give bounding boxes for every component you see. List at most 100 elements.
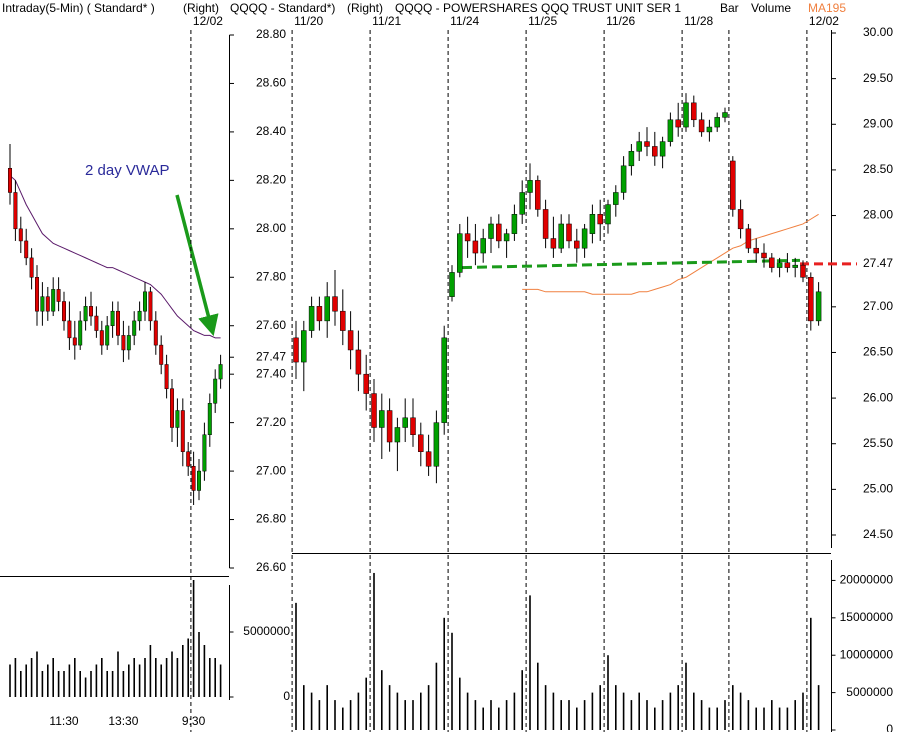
candle-body xyxy=(503,233,510,242)
volume-bar xyxy=(209,658,211,697)
volume-bar xyxy=(786,707,789,730)
volume-tick-label: 10000000 xyxy=(840,647,894,661)
line-series xyxy=(522,213,819,295)
volume-bar xyxy=(747,700,750,730)
candle-body xyxy=(371,393,377,428)
volume-bar xyxy=(622,692,625,730)
volume-bar xyxy=(171,651,173,697)
volume-bar xyxy=(373,572,375,730)
volume-bar xyxy=(101,658,103,697)
y-tick-label: 28.60 xyxy=(256,76,286,90)
candle-body xyxy=(197,470,201,491)
candle-body xyxy=(815,291,822,322)
volume-bar xyxy=(537,662,539,730)
volume-bar xyxy=(365,677,367,730)
volume-bar xyxy=(474,700,477,730)
candle-body xyxy=(449,272,455,297)
candle-body xyxy=(213,378,218,404)
candle-body xyxy=(722,112,728,118)
volume-bar xyxy=(693,692,695,730)
left-title: Intraday(5-Min) ( Standard* ) xyxy=(2,1,155,15)
volume-tick-label: 0 xyxy=(886,722,893,732)
candle-body xyxy=(363,373,369,394)
volume-bar xyxy=(716,707,718,730)
candle-body xyxy=(784,262,791,268)
y-tick-label: 28.80 xyxy=(256,27,286,41)
volume-bar xyxy=(310,692,313,730)
y2-tick-label: 28.00 xyxy=(863,208,893,222)
candle-body xyxy=(761,252,767,259)
candle-body xyxy=(116,310,120,336)
y2-tick-label: 29.50 xyxy=(863,71,893,85)
candle-body xyxy=(659,141,666,157)
candle-body xyxy=(293,337,299,363)
volume-bar xyxy=(732,685,734,730)
volume-bar xyxy=(63,671,65,697)
candle-body xyxy=(706,126,713,133)
legend-entry: Volume xyxy=(751,1,791,15)
candle-body xyxy=(636,141,642,152)
volume-tick-label: 20000000 xyxy=(840,573,894,587)
volume-bar xyxy=(420,692,422,730)
volume-bar xyxy=(47,664,49,697)
candle-body xyxy=(51,289,56,312)
candle-body xyxy=(62,301,66,322)
candle-body xyxy=(379,410,385,428)
symbol: QQQQ - Standard*) xyxy=(230,1,335,15)
volume-bar xyxy=(74,658,76,697)
volume-bar xyxy=(117,651,119,697)
y-tick-label: 28.20 xyxy=(256,173,286,187)
candle-body xyxy=(99,330,104,346)
candle-body xyxy=(67,320,72,339)
volume-bar xyxy=(607,655,609,730)
volume-bar xyxy=(661,700,664,730)
candle-body xyxy=(143,291,147,312)
candle-body xyxy=(386,410,393,443)
volume-bar xyxy=(451,632,453,730)
candle-body xyxy=(425,451,432,467)
volume-bar xyxy=(568,700,570,730)
candle-body xyxy=(581,228,588,249)
candle-body xyxy=(441,337,447,423)
y2-tick-label: 26.00 xyxy=(863,390,893,404)
candle-body xyxy=(355,349,362,375)
volume-bar xyxy=(638,692,640,730)
volume-bar xyxy=(106,671,108,697)
candle-body xyxy=(121,335,126,351)
candle-body xyxy=(776,262,783,268)
candle-body xyxy=(753,247,759,254)
x-tick-label: 9:30 xyxy=(182,714,206,728)
candle-body xyxy=(410,417,416,436)
candle-body xyxy=(89,306,93,317)
y-tick-label: 28.00 xyxy=(256,221,286,235)
volume-bar xyxy=(14,658,17,697)
volume-bar xyxy=(318,700,321,730)
date-label: 11/20 xyxy=(294,14,323,28)
volume-tick-label: 5000000 xyxy=(243,624,290,638)
candle-body xyxy=(35,277,39,312)
axis-note: (Right) xyxy=(347,1,383,15)
volume-bar xyxy=(708,707,711,730)
volume-bar xyxy=(755,707,757,730)
candle-body xyxy=(480,238,486,254)
y2-tick-label: 24.50 xyxy=(863,527,893,541)
candle-body xyxy=(488,223,494,239)
candle-body xyxy=(652,146,658,157)
candle-body xyxy=(83,306,88,322)
volume-bar xyxy=(349,700,352,730)
candle-body xyxy=(72,337,77,346)
candle-body xyxy=(402,417,408,428)
candle-body xyxy=(394,427,401,443)
volume-bar xyxy=(560,700,562,730)
volume-bar xyxy=(95,664,98,697)
volume-bar xyxy=(203,645,206,697)
volume-bar xyxy=(122,671,125,697)
date-label: 11/21 xyxy=(372,14,401,28)
candle-body xyxy=(683,102,689,128)
volume-bar xyxy=(817,685,820,730)
date-label: 11/25 xyxy=(528,14,557,28)
y-tick-label: 26.60 xyxy=(256,560,286,574)
date-label: 12/02 xyxy=(809,14,839,28)
volume-bar xyxy=(591,692,594,730)
